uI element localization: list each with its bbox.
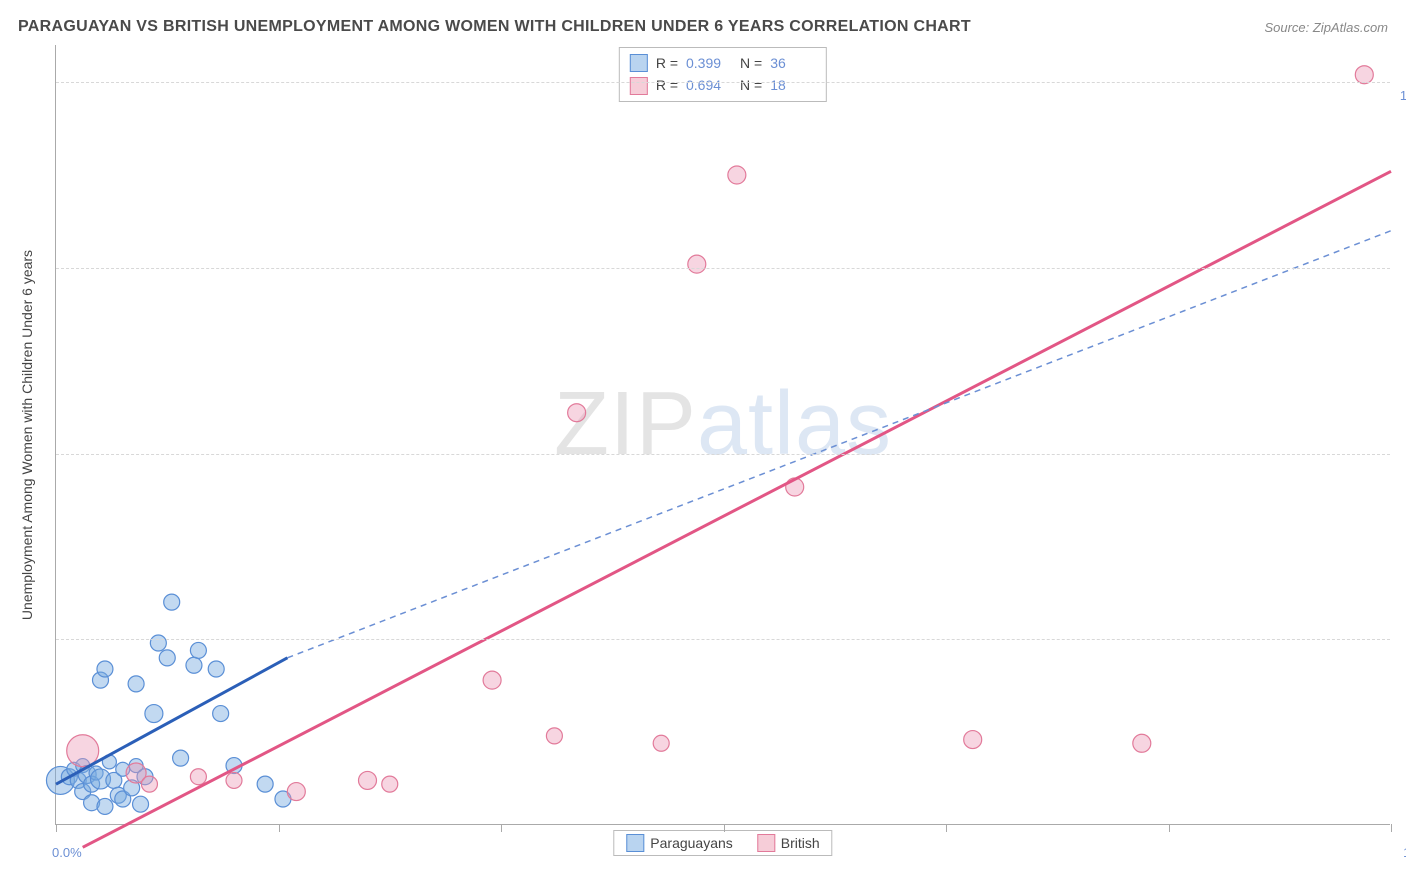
r-value: 0.694: [686, 74, 732, 96]
data-point: [257, 776, 273, 792]
gridline: [56, 639, 1390, 640]
legend-item: Paraguayans: [626, 834, 733, 852]
data-point: [97, 798, 113, 814]
y-tick-label: 100.0%: [1400, 88, 1406, 103]
gridline: [56, 82, 1390, 83]
x-tick: [946, 824, 947, 832]
legend-swatch: [757, 834, 775, 852]
legend-label: British: [781, 835, 820, 851]
trend-line: [56, 658, 287, 784]
data-point: [128, 676, 144, 692]
r-value: 0.399: [686, 52, 732, 74]
plot-area: ZIPatlas R =0.399N =36R =0.694N =18 Para…: [55, 45, 1390, 825]
data-point: [133, 796, 149, 812]
source-label: Source: ZipAtlas.com: [1264, 20, 1388, 35]
data-point: [688, 255, 706, 273]
data-point: [190, 769, 206, 785]
data-point: [141, 776, 157, 792]
x-tick: [1169, 824, 1170, 832]
data-point: [186, 657, 202, 673]
stats-row: R = 0.399 N = 36: [630, 52, 816, 74]
data-point: [226, 772, 242, 788]
gridline: [56, 268, 1390, 269]
chart-title: PARAGUAYAN VS BRITISH UNEMPLOYMENT AMONG…: [18, 18, 971, 36]
data-point: [964, 731, 982, 749]
series-legend: Paraguayans British: [613, 830, 832, 856]
data-point: [159, 650, 175, 666]
data-point: [190, 642, 206, 658]
data-point: [208, 661, 224, 677]
data-point: [97, 661, 113, 677]
data-point: [382, 776, 398, 792]
data-point: [483, 671, 501, 689]
r-label: R =: [656, 52, 678, 74]
legend-swatch: [626, 834, 644, 852]
x-tick: [56, 824, 57, 832]
stats-legend: R = 0.399 N = 36 R = 0.694 N = 18: [619, 47, 827, 102]
data-point: [1355, 66, 1373, 84]
data-point: [653, 735, 669, 751]
legend-swatch: [630, 77, 648, 95]
data-point: [287, 783, 305, 801]
x-tick: [1391, 824, 1392, 832]
data-point: [164, 594, 180, 610]
data-point: [150, 635, 166, 651]
n-value: 36: [770, 52, 816, 74]
data-point: [728, 166, 746, 184]
x-tick: [279, 824, 280, 832]
n-label: N =: [740, 74, 762, 96]
x-tick: [501, 824, 502, 832]
data-point: [568, 404, 586, 422]
stats-row: R = 0.694 N = 18: [630, 74, 816, 96]
data-point: [173, 750, 189, 766]
x-tick: [724, 824, 725, 832]
data-point: [546, 728, 562, 744]
data-point: [359, 771, 377, 789]
chart-svg: [56, 45, 1390, 824]
y-axis-label: Unemployment Among Women with Children U…: [19, 250, 35, 620]
x-tick-label: 0.0%: [52, 845, 82, 860]
legend-label: Paraguayans: [650, 835, 733, 851]
n-value: 18: [770, 74, 816, 96]
trend-line: [287, 231, 1391, 658]
data-point: [213, 706, 229, 722]
legend-swatch: [630, 54, 648, 72]
data-point: [145, 705, 163, 723]
n-label: N =: [740, 52, 762, 74]
data-point: [1133, 734, 1151, 752]
legend-item: British: [757, 834, 820, 852]
r-label: R =: [656, 74, 678, 96]
trend-line: [83, 171, 1391, 847]
gridline: [56, 454, 1390, 455]
